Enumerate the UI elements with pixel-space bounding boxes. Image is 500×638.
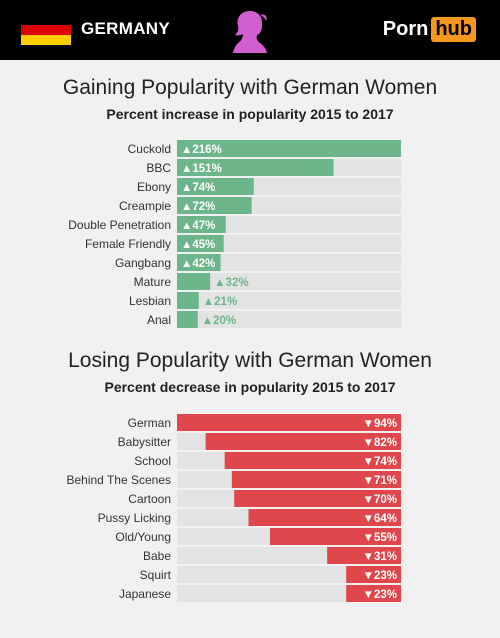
category-label: BBC [146, 161, 171, 175]
value-label: ▼23% [363, 570, 397, 582]
logo-text-porn: Porn [382, 17, 429, 40]
losing-chart-subtitle: Percent decrease in popularity 2015 to 2… [104, 379, 396, 395]
bar-track [177, 311, 401, 328]
flag-stripe-red [21, 25, 71, 35]
value-label: ▲151% [181, 163, 222, 175]
bar [177, 159, 334, 176]
gaining-bar-chart: Cuckold ▲216% BBC ▲151% Ebony ▲74% Creampie ▲72… [68, 140, 401, 328]
bar [177, 216, 226, 233]
bar [248, 509, 401, 526]
value-label: ▲74% [181, 182, 215, 194]
losing-bar-chart: German ▼94% Babysitter ▼82% School ▼74% Behind… [66, 414, 401, 602]
category-label: German [128, 416, 171, 430]
woman-silhouette-icon [233, 11, 267, 53]
category-label: Squirt [140, 568, 172, 582]
bar [346, 585, 401, 602]
bar [346, 566, 401, 583]
category-label: Gangbang [115, 256, 171, 270]
bar [224, 452, 401, 469]
bar [177, 292, 199, 309]
header-bar: GERMANY Porn hub [0, 0, 500, 60]
category-label: Ebony [137, 180, 171, 194]
category-label: School [134, 454, 171, 468]
value-label: ▼94% [363, 418, 397, 430]
value-label: ▼71% [363, 475, 397, 487]
category-label: Old/Young [115, 530, 171, 544]
bar [177, 197, 252, 214]
bar [231, 471, 401, 488]
bar-track [177, 235, 401, 252]
bar [177, 140, 401, 157]
category-label: Pussy Licking [98, 511, 171, 525]
germany-flag-icon [21, 15, 71, 45]
gaining-chart-title: Gaining Popularity with German Women [62, 76, 438, 99]
bar [177, 311, 198, 328]
bar [269, 528, 401, 545]
bar-track [177, 254, 401, 271]
value-label: ▼23% [363, 589, 397, 601]
value-label: ▲42% [181, 258, 215, 270]
value-label: ▲20% [202, 315, 236, 327]
category-label: Babysitter [118, 435, 171, 449]
bar-track [177, 273, 401, 290]
value-label: ▼74% [363, 456, 397, 468]
category-label: Creampie [119, 199, 171, 213]
category-label: Cartoon [128, 492, 171, 506]
value-label: ▲21% [203, 296, 237, 308]
category-label: Japanese [119, 587, 171, 601]
bar-track [177, 292, 401, 309]
logo-text-hub: hub [431, 16, 476, 42]
value-label: ▲47% [181, 220, 215, 232]
bar [205, 433, 401, 450]
woman-silhouette-shape [233, 11, 267, 53]
flag-stripe-gold [21, 35, 71, 45]
bar-track [177, 566, 401, 583]
bar-track [177, 216, 401, 233]
value-label: ▲216% [181, 144, 222, 156]
category-label: Double Penetration [68, 218, 171, 232]
category-label: Cuckold [128, 142, 171, 156]
bar [177, 273, 211, 290]
value-label: ▲72% [181, 201, 215, 213]
category-label: Mature [134, 275, 172, 289]
value-label: ▼31% [363, 551, 397, 563]
logo: Porn hub [383, 15, 476, 43]
value-label: ▲32% [214, 277, 248, 289]
category-label: Lesbian [129, 294, 171, 308]
value-label: ▼70% [363, 494, 397, 506]
value-label: ▼82% [363, 437, 397, 449]
country-name: GERMANY [81, 19, 170, 38]
losing-chart-title: Losing Popularity with German Women [68, 349, 432, 372]
bar [234, 490, 401, 507]
bar-track [177, 585, 401, 602]
bar [177, 235, 224, 252]
flag-stripe-black [21, 15, 71, 25]
category-label: Female Friendly [85, 237, 171, 251]
gaining-chart-subtitle: Percent increase in popularity 2015 to 2… [106, 106, 394, 122]
bar [177, 414, 401, 431]
bar [177, 254, 221, 271]
value-label: ▲45% [181, 239, 215, 251]
bar [177, 178, 254, 195]
category-label: Babe [143, 549, 171, 563]
value-label: ▼64% [363, 513, 397, 525]
value-label: ▼55% [363, 532, 397, 544]
bar [327, 547, 401, 564]
category-label: Behind The Scenes [66, 473, 171, 487]
category-label: Anal [147, 313, 171, 327]
